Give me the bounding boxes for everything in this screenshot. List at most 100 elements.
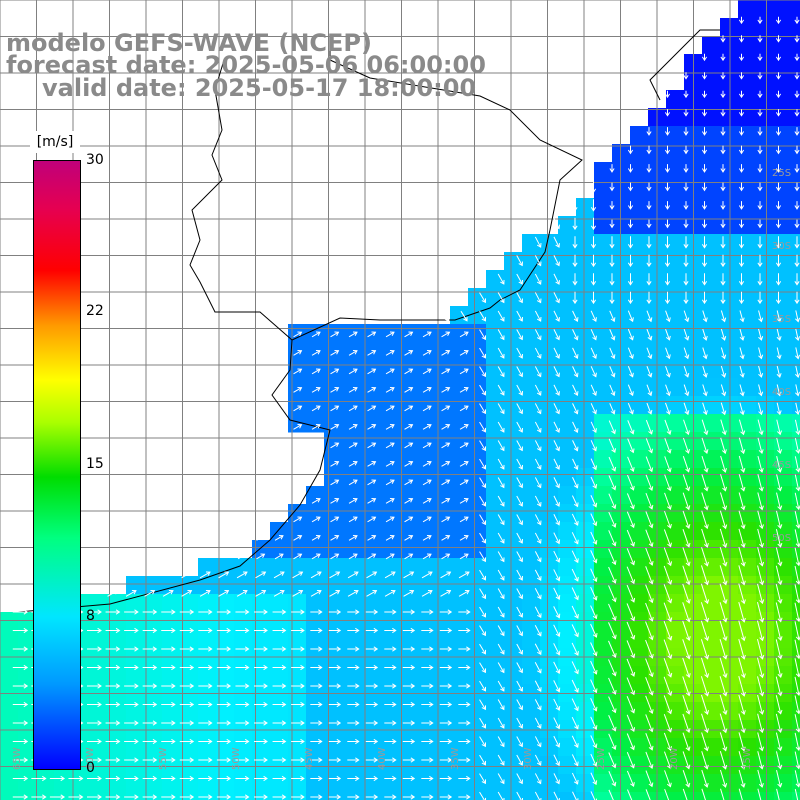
wind-arrow	[534, 477, 542, 489]
wind-arrow	[534, 662, 542, 674]
wind-speed-cell	[702, 774, 721, 793]
wind-arrow	[553, 680, 561, 693]
wind-arrow	[404, 424, 414, 430]
wind-arrow	[497, 569, 505, 581]
wind-arrow	[572, 458, 579, 470]
wind-speed-cell	[396, 486, 415, 505]
wind-arrow	[553, 532, 561, 545]
wind-speed-cell	[522, 702, 541, 721]
wind-arrow	[702, 310, 708, 323]
wind-arrow	[330, 535, 340, 541]
wind-arrow	[701, 455, 709, 473]
wind-arrow	[553, 477, 560, 489]
wind-speed-cell	[558, 792, 577, 800]
wind-arrow	[348, 424, 358, 430]
wind-speed-cell	[738, 252, 757, 271]
wind-arrow	[775, 657, 783, 678]
wind-speed-cell	[504, 504, 523, 523]
wind-speed-cell	[396, 414, 415, 433]
wind-speed-cell	[450, 486, 469, 505]
wind-arrow	[421, 701, 434, 708]
wind-arrow	[516, 662, 523, 674]
wind-arrow	[534, 273, 542, 285]
wind-arrow	[254, 794, 268, 800]
wind-arrow	[330, 368, 340, 375]
wind-arrow	[516, 366, 523, 378]
wind-arrow	[235, 683, 250, 689]
wind-arrow	[775, 219, 782, 229]
wind-arrow	[385, 535, 395, 541]
wind-arrow	[683, 236, 689, 249]
wind-arrow	[553, 421, 560, 433]
wind-speed-cell	[468, 720, 487, 739]
wind-speed-cell	[720, 216, 739, 235]
wind-arrow	[402, 609, 416, 615]
wind-speed-cell	[468, 342, 487, 361]
wind-arrow	[646, 164, 652, 173]
wind-arrow	[254, 664, 268, 671]
wind-arrow	[310, 720, 323, 726]
wind-speed-cell	[180, 738, 199, 757]
wind-arrow	[365, 627, 379, 634]
wind-speed-cell	[756, 468, 775, 487]
wind-arrow	[757, 72, 763, 80]
wind-arrow	[758, 328, 764, 341]
wind-arrow	[682, 639, 691, 660]
wind-arrow	[627, 310, 634, 323]
wind-speed-cell	[342, 450, 361, 469]
wind-speed-cell	[108, 630, 127, 649]
wind-speed-cell	[486, 774, 505, 793]
wind-arrow	[31, 794, 47, 800]
wind-arrow	[179, 775, 195, 782]
wind-arrow	[701, 419, 709, 436]
wind-speed-cell	[666, 774, 685, 793]
wind-arrow	[682, 583, 691, 604]
wind-arrow	[366, 571, 378, 579]
wind-speed-cell	[522, 342, 541, 361]
wind-speed-cell	[522, 396, 541, 415]
wind-speed-cell	[0, 630, 19, 649]
wind-arrow	[738, 639, 746, 660]
wind-arrow	[272, 701, 287, 708]
wind-arrow	[571, 568, 579, 582]
wind-speed-cell	[270, 774, 289, 793]
wind-arrow	[516, 606, 523, 618]
wind-arrow	[402, 775, 416, 782]
wind-arrow	[590, 384, 597, 397]
wind-speed-cell	[18, 702, 37, 721]
wind-arrow	[682, 770, 691, 788]
wind-arrow	[421, 646, 434, 652]
wind-arrow	[441, 331, 451, 338]
wind-speed-cell	[270, 612, 289, 631]
wind-speed-cell	[558, 450, 577, 469]
wind-arrow	[553, 440, 560, 452]
wind-arrow	[534, 532, 542, 544]
wind-arrow	[402, 738, 416, 745]
wind-arrow	[683, 90, 689, 99]
wind-speed-cell	[756, 324, 775, 343]
wind-speed-cell	[450, 306, 469, 325]
wind-arrow	[646, 384, 653, 397]
wind-arrow	[702, 402, 708, 416]
wind-speed-cell	[198, 792, 217, 800]
wind-speed-cell	[126, 792, 145, 800]
wind-speed-cell	[342, 360, 361, 379]
wind-arrow	[645, 676, 654, 696]
wind-arrow	[609, 236, 615, 249]
wind-speed-cell	[756, 576, 775, 595]
wind-speed-cell	[468, 522, 487, 541]
wind-arrow	[757, 201, 763, 210]
wind-arrow	[459, 350, 469, 356]
wind-speed-cell	[342, 756, 361, 775]
wind-arrow	[720, 402, 727, 416]
wind-arrow	[627, 182, 634, 192]
wind-arrow	[479, 791, 487, 800]
wind-speed-cell	[576, 540, 595, 559]
wind-arrow	[794, 109, 800, 117]
wind-arrow	[516, 569, 523, 581]
wind-speed-cell	[594, 504, 613, 523]
wind-speed-cell	[720, 18, 739, 37]
wind-speed-cell	[666, 738, 685, 757]
wind-arrow	[701, 474, 709, 492]
wind-arrow	[645, 438, 654, 454]
